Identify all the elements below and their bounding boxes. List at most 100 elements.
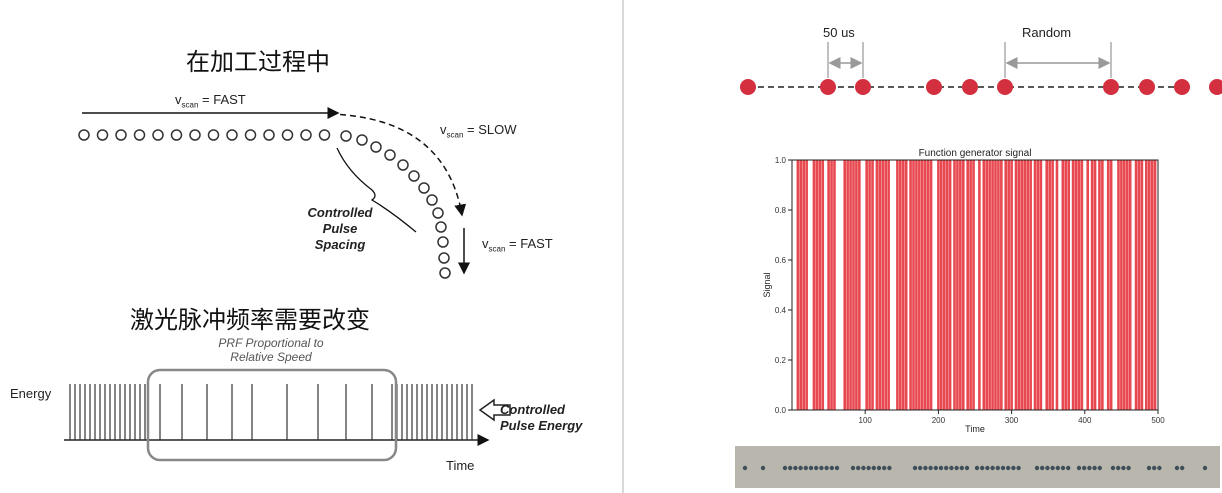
signal-pulse xyxy=(1137,160,1141,410)
sample-mark xyxy=(861,465,866,471)
sample-mark xyxy=(985,465,990,471)
sample-mark xyxy=(866,465,871,471)
signal-pulse xyxy=(818,160,822,410)
signal-pulse xyxy=(1020,160,1024,410)
signal-pulse xyxy=(959,160,962,410)
label-random: Random xyxy=(1022,25,1072,40)
timing-dot xyxy=(855,79,871,95)
timing-dot xyxy=(820,79,836,95)
sample-mark xyxy=(1110,465,1116,471)
sample-mark xyxy=(928,465,933,471)
signal-pulse xyxy=(978,160,981,410)
sample-mark xyxy=(949,465,954,471)
sample-mark xyxy=(1087,465,1092,471)
panel-divider xyxy=(622,0,624,493)
signal-pulse xyxy=(1014,160,1018,410)
timing-dot xyxy=(997,79,1013,95)
sample-mark xyxy=(964,465,970,471)
signal-pulse xyxy=(1051,160,1054,410)
sample-mark xyxy=(938,465,944,471)
pulse-circle xyxy=(96,129,109,141)
signal-pulse xyxy=(849,160,852,410)
signal-pulse xyxy=(985,160,989,410)
controlled-pulse-energy-label: Controlled Pulse Energy xyxy=(500,402,583,433)
signal-pulse xyxy=(1000,160,1003,410)
signal-pulse xyxy=(1033,160,1037,410)
signal-pulse xyxy=(961,160,965,410)
signal-pulse xyxy=(1039,160,1043,410)
sample-mark xyxy=(819,465,824,471)
sample-mark xyxy=(814,465,819,471)
signal-pulse xyxy=(926,160,930,410)
sample-mark xyxy=(1076,465,1082,471)
signal-pulse xyxy=(887,160,890,410)
signal-pulse xyxy=(953,160,956,410)
signal-pulse xyxy=(1150,160,1154,410)
sample-mark xyxy=(1082,465,1087,471)
pulse-circle xyxy=(418,182,430,194)
pulse-circle xyxy=(437,236,449,248)
signal-pulse xyxy=(1153,160,1157,410)
sample-mark xyxy=(850,465,856,471)
sample-mark xyxy=(808,465,814,471)
sample-mark xyxy=(1040,465,1045,471)
pulse-circle xyxy=(426,194,438,206)
pulse-circle xyxy=(408,170,420,182)
signal-pulse xyxy=(1134,160,1138,410)
timing-dots xyxy=(740,79,1222,95)
signal-pulse xyxy=(821,160,825,410)
signal-pulse xyxy=(1090,160,1094,410)
sample-mark xyxy=(912,465,918,471)
slow-dashed-arc xyxy=(329,113,467,217)
signal-pulse xyxy=(937,160,940,410)
pulse-circle xyxy=(170,129,183,141)
chart-ylabel: Signal xyxy=(762,272,772,297)
signal-pulse xyxy=(1029,160,1032,410)
signal-pulse xyxy=(966,160,969,410)
chart-frame xyxy=(791,159,1159,411)
y-tick-label: 0.6 xyxy=(775,256,787,265)
sample-mark xyxy=(1097,465,1102,471)
signal-pulse xyxy=(1093,160,1097,410)
pulse-circle xyxy=(115,129,127,141)
signal-pulse xyxy=(799,160,803,410)
signal-pulse xyxy=(1026,160,1030,410)
chart-x-ticks: 100 200 300 400 500 xyxy=(859,410,1165,425)
pulse-circle xyxy=(384,149,396,161)
signal-pulse xyxy=(1010,160,1013,410)
signal-pulse xyxy=(1067,160,1070,410)
sample-mark xyxy=(954,465,959,471)
sample-mark xyxy=(1016,465,1021,471)
signal-pulse xyxy=(815,160,819,410)
pulse-circle xyxy=(300,129,312,141)
signal-pulse xyxy=(796,160,800,410)
sample-mark xyxy=(803,465,808,471)
signal-pulse xyxy=(918,160,921,410)
sample-mark xyxy=(1126,465,1131,471)
pulse-circle xyxy=(370,141,382,153)
signal-pulse xyxy=(940,160,943,410)
pulse-circle xyxy=(189,129,201,141)
sample-mark xyxy=(834,465,840,471)
signal-pulse xyxy=(1109,160,1113,410)
signal-pulse xyxy=(1125,160,1129,410)
x-tick-label: 500 xyxy=(1151,416,1165,425)
signal-pulse xyxy=(875,160,879,410)
signal-pulse xyxy=(1144,160,1148,410)
signal-pulse xyxy=(1074,160,1078,410)
signal-pulse xyxy=(1140,160,1144,410)
chart-xlabel: Time xyxy=(965,424,985,434)
pulse-circles xyxy=(78,129,451,279)
sample-mark xyxy=(995,465,1000,471)
x-tick-label: 300 xyxy=(1005,416,1019,425)
signal-pulse xyxy=(901,160,905,410)
sample-mark xyxy=(1045,465,1050,471)
timing-dot xyxy=(926,79,942,95)
signal-pulse xyxy=(1086,160,1090,410)
sample-mark xyxy=(876,465,882,471)
sample-mark xyxy=(887,465,892,471)
label-50us: 50 us xyxy=(823,25,855,40)
pulse-circle xyxy=(133,129,146,141)
sample-mark xyxy=(1050,465,1055,471)
vscan-slow-label: vscan = SLOW xyxy=(440,122,517,140)
